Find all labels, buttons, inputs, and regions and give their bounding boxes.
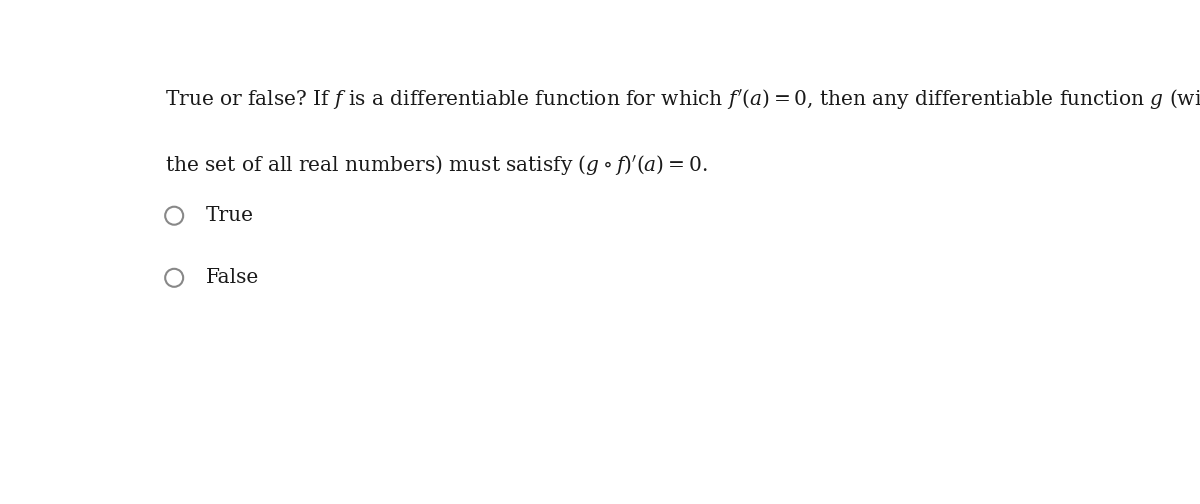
Text: True: True bbox=[206, 206, 254, 225]
Text: True or false? If $f$ is a differentiable function for which $f'(a) = 0$, then a: True or false? If $f$ is a differentiabl… bbox=[164, 88, 1200, 112]
Text: False: False bbox=[206, 268, 259, 287]
Text: the set of all real numbers) must satisfy $(g \circ f)'(a) = 0.$: the set of all real numbers) must satisf… bbox=[164, 154, 708, 178]
Circle shape bbox=[166, 207, 184, 225]
Circle shape bbox=[166, 269, 184, 287]
